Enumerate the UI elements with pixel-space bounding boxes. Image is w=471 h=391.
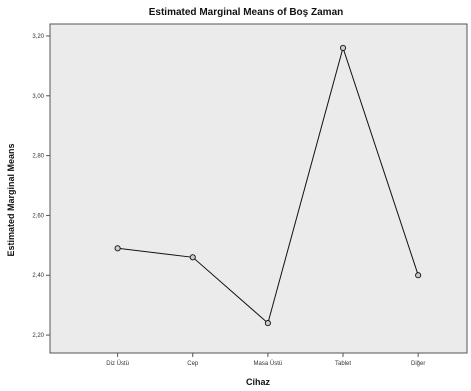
x-tick-label: Masa Üstü — [254, 360, 283, 367]
data-point — [415, 272, 422, 279]
y-tick-label: 2,40 — [32, 273, 44, 279]
plot-area — [49, 23, 468, 354]
data-point — [114, 245, 121, 252]
x-tick-label: Cep — [187, 361, 199, 367]
y-tick-label: 3,00 — [32, 94, 44, 100]
y-axis-title: Estimated Marginal Means — [6, 143, 16, 256]
chart-title: Estimated Marginal Means of Boş Zaman — [149, 7, 344, 18]
x-tick-label: Diğer — [411, 361, 425, 367]
data-point — [339, 44, 347, 51]
x-tick-label: Diz Üstü — [106, 360, 129, 367]
y-tick-label: 2,60 — [32, 213, 44, 219]
x-axis: Diz Üstü Cep Masa Üstü Tablet Diğer — [106, 353, 425, 367]
y-tick-label: 2,80 — [32, 154, 44, 160]
x-tick-label: Tablet — [335, 361, 351, 367]
data-point — [264, 320, 271, 327]
x-axis-title: Cihaz — [246, 377, 271, 387]
y-tick-label: 2,20 — [32, 333, 44, 339]
series-layer — [114, 44, 422, 327]
y-axis: 2,20 2,40 2,60 2,80 3,00 3,20 — [32, 34, 50, 339]
data-point — [189, 254, 196, 261]
y-tick-label: 3,20 — [32, 34, 44, 40]
